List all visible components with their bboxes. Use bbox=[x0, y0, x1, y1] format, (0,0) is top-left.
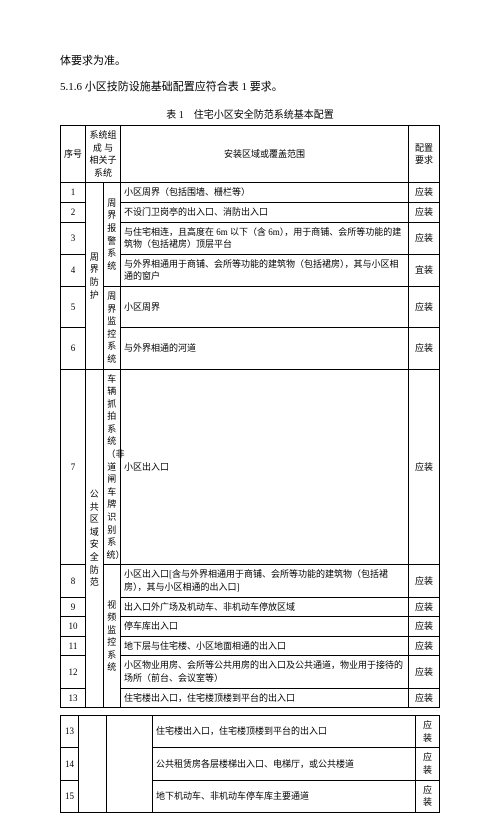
header-req: 配置要求 bbox=[409, 126, 440, 183]
table-caption: 表 1 住宅小区安全防范系统基本配置 bbox=[60, 106, 440, 121]
header-area: 安装区域或覆盖范围 bbox=[121, 126, 409, 183]
config-table-1: 序号 系统组成 与相关子系统 安装区域或覆盖范围 配置要求 1 周界防护 周界报… bbox=[60, 125, 440, 708]
table-row: 1 周界防护 周界报警系统 小区周界（包括围墙、栅栏等） 应装 bbox=[61, 183, 440, 203]
table-row: 7 公共区域安全防范 车辆抓拍系统（非道闸车牌识别系统） 小区出入口 应装 bbox=[61, 369, 440, 565]
subsystem-label: 车辆抓拍系统（非道闸车牌识别系统） bbox=[103, 369, 121, 565]
header-idx: 序号 bbox=[61, 126, 86, 183]
header-system: 系统组成 与相关子系统 bbox=[86, 126, 121, 183]
intro-line-1: 体要求为准。 bbox=[60, 50, 440, 72]
subsystem-label: 周界监控系统 bbox=[103, 286, 121, 369]
table-row: 13 住宅楼出入口，住宅楼顶楼到平台的出入口 应装 bbox=[61, 716, 440, 748]
subsystem-label: 视频监控系统 bbox=[103, 565, 121, 708]
intro-line-2: 5.1.6 小区技防设施基础配置应符合表 1 要求。 bbox=[60, 76, 440, 98]
group-label: 公共区域安全防范 bbox=[86, 369, 104, 708]
group-label: 周界防护 bbox=[86, 183, 104, 369]
table-row: 8 视频监控系统 小区出入口[含与外界相通用于商铺、会所等功能的建筑物（包括裙房… bbox=[61, 565, 440, 597]
table-row: 5 周界监控系统 小区周界 应装 bbox=[61, 286, 440, 327]
subsystem-label: 周界报警系统 bbox=[103, 183, 121, 287]
config-table-2: 13 住宅楼出入口，住宅楼顶楼到平台的出入口 应装 14 公共租赁房各层楼梯出入… bbox=[60, 715, 440, 813]
